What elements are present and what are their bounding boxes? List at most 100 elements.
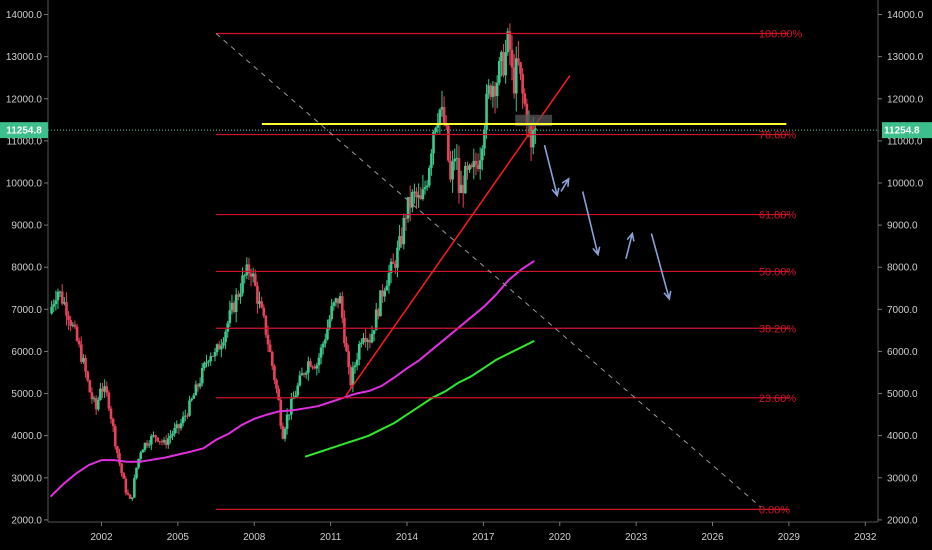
candle-body (436, 123, 440, 128)
candle-body (453, 158, 457, 162)
candle-body (60, 291, 64, 304)
candle-body (266, 334, 270, 345)
candle-body (510, 49, 514, 68)
candle-body (415, 191, 418, 198)
candle-body (461, 184, 465, 194)
candle-body (451, 161, 454, 180)
candle-body (394, 263, 397, 268)
candle-body (177, 424, 181, 429)
candle-body (368, 340, 372, 343)
candle-body (534, 128, 537, 130)
moving-average-line-2 (304, 340, 535, 458)
candle-body (483, 129, 486, 149)
candle-body (345, 343, 348, 352)
candle-body (521, 73, 524, 94)
candle-body (194, 384, 198, 396)
fibonacci-level-label: 23.60% (759, 393, 797, 405)
y-tick-label-right: 12000.0 (887, 94, 924, 105)
candle-body (277, 388, 280, 401)
x-tick-label: 2011 (320, 532, 342, 543)
y-tick-label-right: 6000.0 (887, 347, 918, 358)
y-tick-label-left: 11000.0 (7, 136, 43, 147)
candle-body (292, 398, 295, 400)
candle-body (84, 358, 87, 372)
y-tick-label-left: 12000.0 (6, 94, 43, 105)
candle-body (481, 148, 484, 161)
candle-body (468, 165, 471, 170)
candle-body (192, 395, 196, 399)
current-price-tag-right (882, 122, 932, 139)
diagonal-dashed-line (215, 33, 762, 508)
candle-body (336, 298, 340, 304)
candle-body (198, 383, 202, 387)
candle-body (232, 302, 236, 313)
candle-body (372, 330, 376, 334)
y-tick-label-left: 14000.0 (6, 10, 43, 21)
candle-body (396, 247, 399, 268)
candle-body (324, 339, 327, 344)
candle-body (99, 388, 102, 400)
candle-body (383, 290, 387, 297)
candle-body (92, 398, 96, 400)
candle-body (116, 446, 119, 454)
candle-body (464, 165, 467, 194)
candle-body (86, 371, 89, 381)
candle-body (249, 273, 253, 277)
candle-body (273, 366, 276, 381)
candle-body (419, 195, 423, 200)
candle-body (58, 291, 62, 293)
candle-body (449, 160, 452, 180)
candle-body (290, 398, 293, 415)
candle-body (459, 184, 463, 194)
candle-body (63, 302, 66, 304)
y-tick-label-left: 5000.0 (11, 389, 42, 400)
candle-body (430, 153, 433, 168)
candle-body (400, 236, 403, 245)
candle-body (141, 449, 145, 453)
candle-body (485, 93, 488, 130)
candle-body (313, 366, 316, 369)
candle-body (512, 67, 516, 94)
candle-body (360, 342, 363, 344)
forecast-arrow (543, 144, 560, 198)
candle-body (247, 264, 251, 274)
forecast-arrow (581, 191, 601, 257)
candle-body (239, 293, 242, 297)
candle-body (474, 160, 478, 165)
candle-body (181, 416, 185, 424)
candle-body (160, 441, 164, 443)
candle-body (279, 400, 283, 427)
candle-body (413, 191, 416, 193)
x-tick-label: 2020 (549, 532, 572, 543)
x-tick-label: 2002 (90, 532, 113, 543)
candle-body (156, 437, 159, 442)
candle-body (410, 192, 414, 208)
candle-body (137, 458, 140, 468)
candle-body (80, 344, 83, 362)
y-tick-label-left: 4000.0 (11, 431, 42, 442)
candle-body (162, 440, 166, 443)
candle-body (347, 351, 350, 368)
candle-body (285, 414, 289, 429)
candle-body (440, 107, 444, 110)
candle-body (122, 473, 126, 479)
candle-body (338, 296, 342, 304)
candle-body (472, 160, 476, 168)
candle-body (152, 435, 155, 437)
candle-body (366, 340, 370, 342)
fibonacci-level-label: 61.80% (759, 210, 797, 222)
candle-body (147, 444, 151, 446)
candle-body (164, 440, 168, 445)
candle-body (82, 358, 85, 362)
y-tick-label-left: 2000.0 (11, 515, 42, 526)
candle-body (234, 294, 238, 313)
candle-body (438, 109, 442, 124)
candle-body (406, 197, 410, 219)
candle-body (357, 343, 361, 360)
candle-body (476, 164, 480, 170)
x-tick-label: 2032 (854, 532, 877, 543)
candle-body (190, 398, 193, 401)
candle-body (370, 333, 374, 343)
candle-body (135, 467, 138, 479)
